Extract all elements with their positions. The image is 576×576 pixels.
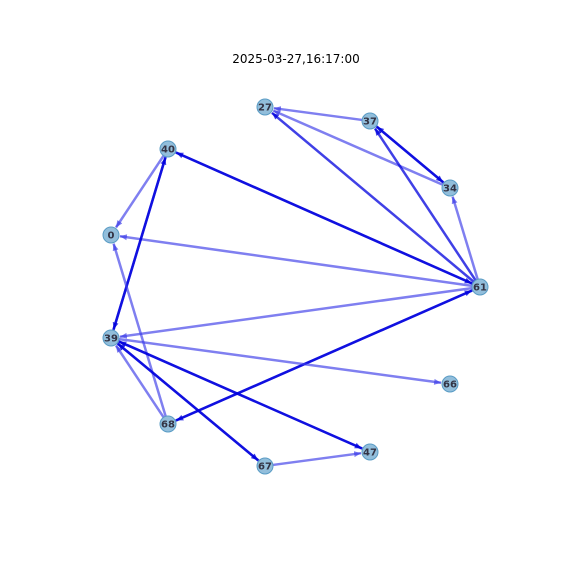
edge-34-to-37 [376,125,445,184]
node-label: 68 [161,420,175,431]
node-circle [256,98,274,116]
edge-68-to-0 [112,243,167,417]
node-40: 40 [159,140,177,158]
edge-37-to-27 [273,106,363,122]
edge-39-to-66 [118,337,442,385]
edge-67-to-47 [272,451,362,467]
node-circle [441,179,459,197]
node-circle [102,226,120,244]
node-67: 67 [256,457,274,475]
node-label: 66 [443,380,457,391]
node-label: 34 [443,184,457,195]
node-circle [102,329,120,347]
graph-title: 2025-03-27,16:17:00 [232,52,359,66]
edge-39-to-40 [112,157,167,331]
node-circle [471,278,489,296]
node-37: 37 [361,112,379,130]
node-68: 68 [159,415,177,433]
node-circle [361,112,379,130]
node-label: 40 [161,145,175,156]
node-circle [159,140,177,158]
nodes-layer: 27 37 34 61 66 47 67 68 39 0 40 [102,98,489,475]
node-label: 47 [363,448,377,459]
node-circle [159,415,177,433]
edge-67-to-39 [117,342,260,462]
edge-61-to-34 [451,196,479,280]
node-0: 0 [102,226,120,244]
edge-47-to-39 [118,340,364,450]
node-label: 61 [473,283,487,294]
edge-61-to-37 [373,127,477,282]
node-47: 47 [361,443,379,461]
edge-61-to-27 [271,111,475,283]
edge-68-to-39 [114,344,165,419]
edge-34-to-27 [272,109,444,186]
edge-61-to-68 [175,289,474,422]
edge-40-to-61 [174,151,473,285]
edge-40-to-0 [114,154,165,229]
edge-61-to-39 [119,286,473,339]
edge-61-to-0 [119,234,473,288]
node-34: 34 [441,179,459,197]
node-label: 67 [258,462,272,473]
node-label: 27 [258,103,272,114]
node-27: 27 [256,98,274,116]
node-66: 66 [441,375,459,393]
node-61: 61 [471,278,489,296]
node-circle [256,457,274,475]
node-39: 39 [102,329,120,347]
node-label: 0 [108,231,115,242]
node-circle [361,443,379,461]
node-label: 39 [104,334,118,345]
node-label: 37 [363,117,377,128]
edges-layer [112,106,479,467]
node-circle [441,375,459,393]
